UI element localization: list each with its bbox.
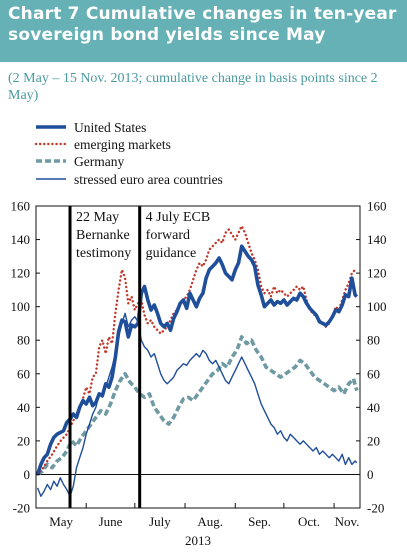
x-axis-year-label: 2013 [185,533,211,548]
event-annotation-2-line-3: guidance [146,246,197,261]
event-annotation-1-line-3: testimony [76,246,131,261]
legend-label-united-states: United States [74,120,146,135]
y-tick-label-left: 80 [17,333,30,348]
y-tick-label-right: 80 [367,333,380,348]
y-tick-label-left: 20 [17,433,30,448]
chart-legend: United States emerging markets Germany s… [34,120,223,187]
y-tick-label-left: -20 [13,501,30,516]
chart-header: Chart 7 Cumulative changes in ten-year s… [0,0,407,62]
legend-label-emerging-markets: emerging markets [74,137,171,152]
x-tick-label-aug: Aug. [197,514,223,529]
x-tick-label-june: June [99,514,123,529]
series-line-emerging-markets [36,224,358,476]
legend-label-germany: Germany [74,154,124,169]
series-line-germany [36,335,359,476]
x-tick-label-oct: Oct. [298,514,320,529]
event-annotation-2-line-1: 4 July ECB [146,210,211,225]
y-tick-label-left: 0 [24,467,31,482]
y-tick-label-right: 160 [367,199,387,214]
x-tick-label-july: July [149,514,171,529]
y-tick-label-right: 120 [367,266,387,281]
y-tick-label-left: 140 [11,232,31,247]
event-annotation-1-line-1: 22 May [76,210,119,225]
y-tick-label-right: 60 [367,366,380,381]
x-tick-label-may: May [49,514,73,529]
y-tick-label-left: 100 [11,299,31,314]
y-tick-label-right: 100 [367,299,387,314]
y-tick-label-right: 40 [367,400,380,415]
event-annotation-1-line-2: Bernanke [76,228,130,243]
y-tick-label-right: -20 [367,501,384,516]
y-tick-label-left: 60 [17,366,30,381]
series-line-stressed-euro-area-countries [36,312,358,497]
event-annotation-2-line-2: forward [146,228,190,243]
x-tick-label-nov: Nov. [335,514,360,529]
y-tick-label-left: 40 [17,400,30,415]
legend-label-stressed-euro: stressed euro area countries [74,172,223,187]
x-tick-label-sep: Sep. [248,514,271,529]
y-tick-label-right: 20 [367,433,380,448]
chart-title: Chart 7 Cumulative changes in ten-year s… [8,4,397,45]
y-tick-label-right: 140 [367,232,387,247]
plot-frame [35,205,361,509]
y-tick-label-left: 120 [11,266,31,281]
y-tick-label-right: 0 [367,467,374,482]
chart-subtitle: (2 May – 15 Nov. 2013; cumulative change… [8,71,378,103]
plot-area: 22 May Bernanke testimony 4 July ECB forward… [11,199,387,530]
y-tick-label-left: 160 [11,199,31,214]
series-line-united-states [35,244,359,475]
